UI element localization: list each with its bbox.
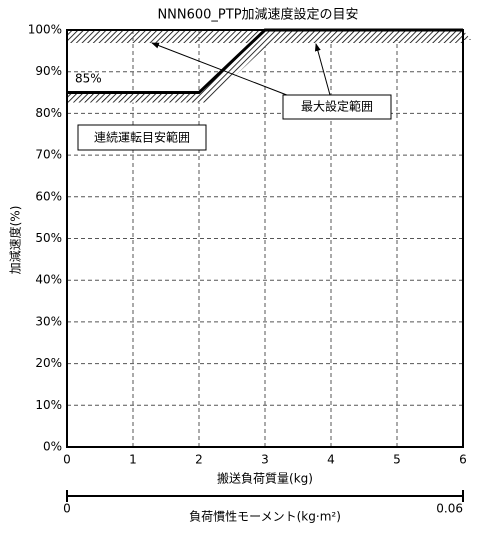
y-tick-label: 70% bbox=[35, 148, 62, 162]
annotation: 連続運転目安範囲 bbox=[94, 130, 190, 145]
y-tick-label: 80% bbox=[35, 106, 62, 120]
x2-tick-label: 0.06 bbox=[436, 502, 463, 516]
y-tick-label: 100% bbox=[28, 23, 62, 37]
y-tick-label: 20% bbox=[35, 356, 62, 370]
y-tick-label: 30% bbox=[35, 314, 62, 328]
arrow bbox=[151, 42, 293, 98]
y-tick-label: 90% bbox=[35, 64, 62, 78]
annotation: 85% bbox=[75, 72, 102, 86]
chart-title: NNN600_PTP加減速度設定の目安 bbox=[157, 7, 358, 23]
annotation: 最大設定範囲 bbox=[301, 99, 373, 114]
x2-tick-label: 0 bbox=[63, 502, 71, 516]
plot-frame bbox=[66, 29, 464, 448]
x2-axis-label: 負荷慣性モーメント(kg·m²) bbox=[189, 509, 341, 524]
y-tick-label: 50% bbox=[35, 231, 62, 245]
y-tick-label: 40% bbox=[35, 273, 62, 287]
x-tick-label: 2 bbox=[195, 453, 203, 467]
annotation-box bbox=[77, 124, 207, 151]
y-axis-label: 加減速度(%) bbox=[8, 206, 23, 275]
x-tick-label: 0 bbox=[63, 453, 71, 467]
arrow bbox=[314, 43, 331, 96]
x-axis-label: 搬送負荷質量(kg) bbox=[217, 471, 313, 486]
y-tick-label: 0% bbox=[43, 440, 62, 454]
x-tick-label: 3 bbox=[261, 453, 269, 467]
x-tick-label: 4 bbox=[327, 453, 335, 467]
x-tick-label: 5 bbox=[393, 453, 401, 467]
y-tick-label: 10% bbox=[35, 398, 62, 412]
x-tick-label: 6 bbox=[459, 453, 467, 467]
y-tick-label: 60% bbox=[35, 189, 62, 203]
continuous-range-hatch bbox=[67, 30, 471, 103]
x-tick-label: 1 bbox=[129, 453, 137, 467]
annotation-box bbox=[282, 94, 392, 120]
